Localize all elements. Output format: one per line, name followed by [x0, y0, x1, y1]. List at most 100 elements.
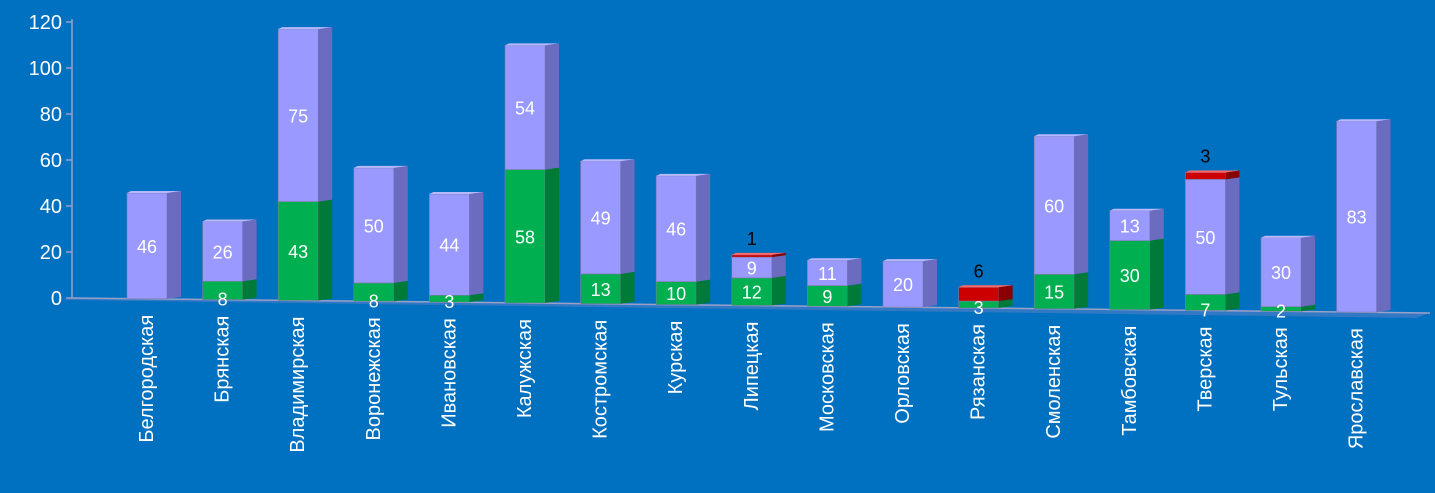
data-label: 44	[439, 236, 459, 256]
bar-side	[1074, 272, 1089, 309]
bar-side	[696, 173, 711, 282]
bar-top	[127, 191, 181, 194]
bar-top	[1336, 119, 1391, 122]
data-label: 20	[893, 275, 913, 295]
data-label: 3	[974, 298, 984, 318]
bar-side	[620, 271, 635, 304]
bar-top	[731, 252, 786, 255]
bar-segment	[353, 167, 395, 284]
data-label: 30	[1271, 263, 1291, 283]
bar-top	[580, 159, 635, 162]
bar-side	[771, 275, 786, 306]
bar-side	[1225, 170, 1240, 180]
data-label: 1	[747, 229, 757, 249]
category-label: Орловская	[892, 323, 914, 424]
bar-side	[167, 191, 181, 299]
bar-top	[505, 43, 559, 46]
y-tick-label: 80	[40, 104, 62, 126]
category-label: Рязанская	[968, 324, 990, 420]
data-label: 11	[818, 264, 837, 284]
bar-segment	[1185, 179, 1226, 295]
bar-side	[1149, 238, 1164, 310]
data-label: 7	[1200, 300, 1210, 320]
data-label: 8	[218, 290, 228, 310]
bar-side	[242, 279, 257, 300]
bar-side	[1301, 304, 1315, 312]
bar-side	[1149, 208, 1164, 241]
data-label: 50	[364, 216, 384, 236]
category-label: Калужская	[514, 319, 536, 418]
bar-side	[998, 285, 1013, 302]
y-tick-label: 0	[51, 288, 62, 310]
data-label: 13	[591, 280, 611, 300]
data-label: 12	[742, 283, 762, 303]
bar-segment	[126, 192, 168, 300]
bar-segment	[731, 277, 773, 306]
data-label: 15	[1044, 283, 1064, 303]
category-label: Курская	[665, 321, 687, 395]
category-label: Ивановская	[438, 318, 460, 428]
category-label: Тамбовская	[1119, 326, 1141, 436]
bar-side	[545, 43, 559, 170]
data-label: 46	[137, 237, 157, 257]
bar-segment	[504, 169, 546, 304]
bar-side	[923, 259, 937, 308]
bar-top	[1261, 235, 1315, 238]
y-tick-label: 60	[40, 150, 62, 172]
data-label: 3	[1200, 146, 1210, 166]
bar-side	[242, 219, 257, 282]
bar-side	[771, 255, 786, 278]
y-tick-label: 20	[40, 242, 62, 264]
category-label: Костромская	[590, 320, 612, 439]
bar-side	[393, 280, 408, 302]
chart-labels: 46Белгородская826Брянская4375Владимирска…	[136, 98, 1368, 452]
data-label: 43	[288, 242, 308, 262]
bar-top	[278, 27, 333, 30]
bar-side	[998, 299, 1013, 308]
bar-segment	[1260, 237, 1302, 307]
category-label: Ярославская	[1346, 328, 1368, 449]
bar-top	[1185, 170, 1240, 173]
bar-side	[1225, 177, 1240, 295]
bar-top	[807, 258, 862, 261]
bar-top	[1109, 208, 1164, 211]
bar-top	[353, 165, 408, 168]
data-label: 83	[1347, 208, 1367, 228]
bar-side	[393, 165, 408, 283]
bar-segment	[580, 273, 621, 305]
data-label: 9	[747, 259, 757, 279]
bar-side	[1225, 292, 1240, 311]
data-label: 54	[515, 98, 535, 118]
bar-top	[883, 259, 937, 262]
category-label: Белгородская	[136, 315, 158, 443]
bar-side	[469, 192, 484, 296]
bar-segment	[429, 193, 470, 296]
bar-top	[429, 192, 484, 195]
bar-top	[958, 285, 1013, 288]
bar-segment	[882, 260, 924, 308]
bar-segment	[1185, 172, 1226, 180]
data-label: 10	[666, 284, 686, 304]
data-label: 58	[515, 227, 535, 247]
chart-bars	[126, 27, 1391, 313]
category-label: Воронежская	[363, 317, 385, 440]
data-label: 13	[1120, 217, 1140, 237]
bar-side	[847, 283, 862, 307]
bar-segment	[504, 45, 546, 170]
category-label: Тверская	[1194, 326, 1216, 411]
data-label: 50	[1195, 228, 1215, 248]
bar-side	[1074, 134, 1089, 275]
bar-side	[318, 27, 333, 202]
data-label: 6	[974, 261, 984, 281]
y-tick-label: 40	[40, 196, 62, 218]
bar-side	[696, 279, 711, 305]
data-label: 75	[288, 106, 308, 126]
category-label: Московская	[816, 322, 838, 432]
bar-segment	[807, 260, 848, 286]
bar-segment	[655, 175, 697, 282]
bar-segment	[580, 160, 621, 275]
bar-side	[771, 252, 786, 258]
bar-segment	[731, 254, 773, 258]
bar-top	[656, 173, 711, 176]
